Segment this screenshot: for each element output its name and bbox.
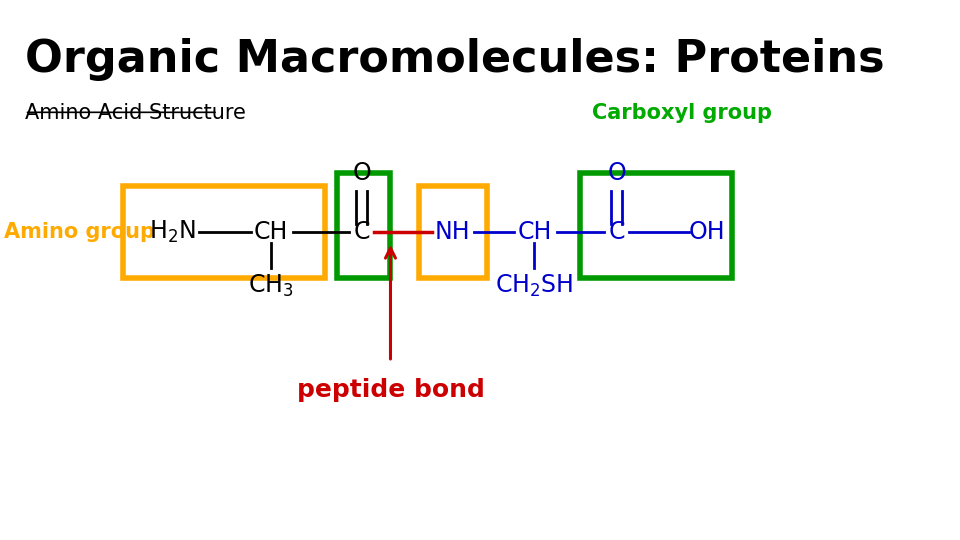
Text: Amino Acid Structure: Amino Acid Structure [25,103,246,123]
Text: C: C [353,220,370,244]
Text: CH: CH [254,220,288,244]
Bar [420,186,487,278]
Bar [337,173,391,278]
Text: Amino group: Amino group [4,222,156,242]
Text: Organic Macromolecules: Proteins: Organic Macromolecules: Proteins [25,38,884,81]
Text: OH: OH [688,220,725,244]
Text: H$_2$N: H$_2$N [150,219,196,245]
Text: CH: CH [517,220,552,244]
Text: O: O [607,161,626,185]
Text: CH$_3$: CH$_3$ [249,273,294,299]
Bar [580,173,732,278]
Text: C: C [609,220,625,244]
Text: NH: NH [434,220,470,244]
Text: Carboxyl group: Carboxyl group [592,103,772,123]
Text: CH$_2$SH: CH$_2$SH [495,273,573,299]
Text: peptide bond: peptide bond [297,378,485,402]
Text: O: O [352,161,372,185]
Bar [123,186,324,278]
